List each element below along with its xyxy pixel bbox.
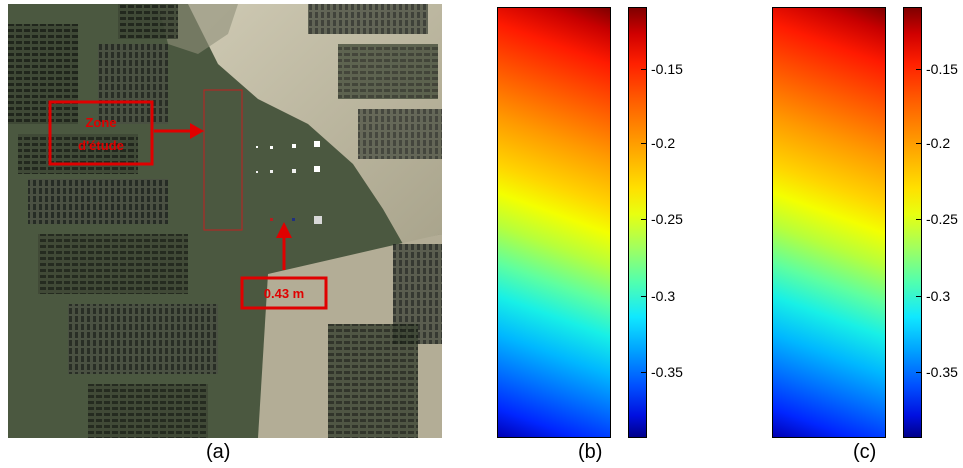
colorbar-tick-mark xyxy=(641,296,646,297)
aerial-photo-panel xyxy=(8,4,442,438)
colorbar-tick-mark xyxy=(641,372,646,373)
colorbar-tick-label: -0.2 xyxy=(651,135,676,151)
colorbar-tick-mark xyxy=(916,219,921,220)
colorbar-tick-label: -0.15 xyxy=(926,61,958,77)
colorbar-tick-mark xyxy=(641,219,646,220)
study-zone-rectangle xyxy=(203,89,243,231)
colorbar-tick-label: -0.25 xyxy=(651,211,683,227)
depth-map-b xyxy=(497,7,611,438)
zone-arrow-head xyxy=(190,123,204,139)
colorbar-tick-mark xyxy=(916,372,921,373)
colorbar-tick-mark xyxy=(641,143,646,144)
colorbar-tick-label: -0.3 xyxy=(926,288,951,304)
colorbar-tick-mark xyxy=(641,69,646,70)
colorbar-tick-mark xyxy=(916,69,921,70)
zone-label-box xyxy=(48,100,154,166)
colorbar-tick-mark xyxy=(916,296,921,297)
colorbar-b xyxy=(628,7,647,438)
caption-a: (a) xyxy=(206,441,231,463)
colorbar-tick-mark xyxy=(916,143,921,144)
depth-map-c xyxy=(772,7,886,438)
zone-label-line1: Zone xyxy=(85,115,116,130)
depth-label: 0.43 m xyxy=(264,286,304,301)
caption-b: (b) xyxy=(578,441,603,463)
colorbar-tick-label: -0.2 xyxy=(926,135,951,151)
colorbar-c xyxy=(903,7,922,438)
caption-c: (c) xyxy=(853,441,877,463)
zone-label-line2: d'étude xyxy=(78,138,124,153)
colorbar-tick-label: -0.25 xyxy=(926,211,958,227)
colorbar-tick-label: -0.15 xyxy=(651,61,683,77)
colorbar-tick-label: -0.35 xyxy=(651,364,683,380)
colorbar-tick-label: -0.3 xyxy=(651,288,676,304)
annotation-overlay: Zone d'étude 0.43 m xyxy=(48,89,328,310)
depth-label-box xyxy=(240,276,328,310)
colorbar-tick-label: -0.35 xyxy=(926,364,958,380)
depth-arrow-head xyxy=(276,222,292,238)
